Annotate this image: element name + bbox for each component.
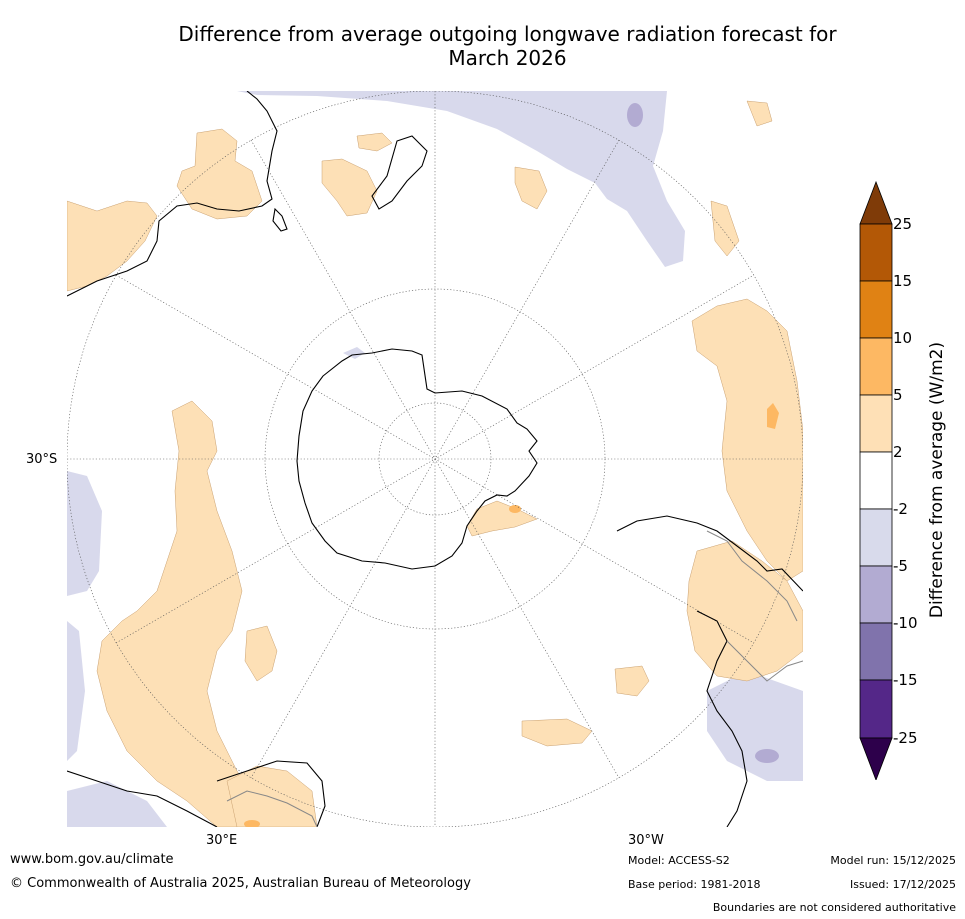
colorbar-bin-15-25: [859, 223, 893, 282]
colorbar-tick: -2: [893, 500, 908, 518]
warm-area-nz-1: [356, 132, 393, 152]
colorbar-tick: -25: [893, 729, 918, 747]
colorbar: [859, 180, 893, 780]
coastlines: [67, 91, 803, 827]
south-america-coast: [616, 515, 803, 592]
colorbar-tick: -5: [893, 557, 908, 575]
colorbar-tick: 15: [893, 272, 913, 290]
cool-area-antarctic-edge: [343, 347, 365, 359]
warm-area-pacific-2: [746, 100, 773, 127]
cool-area-bottom-left: [67, 781, 167, 827]
lat-label-30s: 30°S: [26, 452, 58, 467]
warm-area-australia-west: [67, 200, 158, 292]
model-text: Model: ACCESS-S2: [628, 854, 730, 867]
warm-area-south-africa: [226, 765, 318, 827]
disclaimer-text: Boundaries are not considered authoritat…: [712, 901, 956, 914]
cool-anomaly-areas: [67, 91, 803, 827]
issued-text: Issued: 17/12/2025: [849, 878, 956, 891]
colorbar-bin-minus15-minus25: [859, 679, 893, 739]
colorbar-tick: 10: [893, 329, 913, 347]
colorbar-tick: 2: [893, 443, 903, 461]
copyright-text: © Commonwealth of Australia 2025, Austra…: [10, 876, 471, 891]
colorbar-bin-minus5-minus10: [859, 565, 893, 624]
warm-mid-areas: [244, 403, 779, 827]
warm-area-pacific-3: [710, 200, 740, 257]
chart-title: Difference from average outgoing longwav…: [60, 22, 955, 70]
antarctica-coast: [296, 348, 538, 570]
warm-area-pacific-1: [514, 166, 548, 210]
australia-coast: [67, 91, 278, 297]
warm-anomaly-areas: [67, 100, 803, 827]
lon-label-30e: 30°E: [206, 833, 238, 848]
africa-coast: [67, 770, 218, 827]
base-period-text: Base period: 1981-2018: [628, 878, 761, 891]
title-line-1: Difference from average outgoing longwav…: [178, 22, 837, 46]
warm-area-australia-north: [176, 128, 263, 220]
colorbar-tick: -10: [893, 614, 918, 632]
title-line-2: March 2026: [448, 46, 567, 70]
warm-area-south-america-west: [691, 298, 803, 582]
colorbar-extend-top: [859, 180, 893, 225]
cool-mid-areas: [627, 103, 779, 763]
colorbar-bin-2-5: [859, 394, 893, 453]
tasmania-coast: [272, 207, 288, 232]
new-zealand-coast: [371, 135, 428, 210]
website-link[interactable]: www.bom.gov.au/climate: [10, 852, 174, 867]
country-borders: [226, 530, 803, 827]
map-svg: [67, 91, 803, 827]
colorbar-tick: 5: [893, 386, 903, 404]
warm-area-nz-2: [321, 158, 378, 217]
colorbar-bin-minus2-minus5: [859, 508, 893, 567]
warm-area-indian-long: [96, 400, 278, 827]
model-run-text: Model run: 15/12/2025: [830, 854, 956, 867]
colorbar-bin-10-15: [859, 280, 893, 339]
cool-area-south-atlantic: [707, 671, 803, 781]
cool-area-west-indian: [67, 471, 102, 596]
warm-area-antarctic-coast: [466, 500, 538, 537]
cool-area-pacific-north: [237, 91, 685, 267]
south-america-coast-2: [696, 610, 748, 827]
colorbar-extend-bottom: [859, 737, 893, 780]
polar-map[interactable]: [67, 91, 803, 827]
colorbar-tick: 25: [893, 215, 913, 233]
warm-area-atlantic-2: [521, 718, 593, 747]
lon-label-30w: 30°W: [628, 833, 664, 848]
warm-area-indian-mid: [244, 625, 278, 682]
warm-area-south-america-east: [686, 540, 803, 682]
warm-area-atlantic-1: [614, 665, 650, 697]
colorbar-tick: -15: [893, 671, 918, 689]
colorbar-bin-minus10-minus15: [859, 622, 893, 681]
colorbar-bin-5-10: [859, 337, 893, 396]
cool-area-southwest: [67, 621, 85, 761]
colorbar-bin-neutral: [859, 451, 893, 510]
colorbar-title: Difference from average (W/m2): [927, 341, 947, 619]
graticule: [67, 91, 803, 827]
africa-coast-2: [216, 760, 326, 827]
